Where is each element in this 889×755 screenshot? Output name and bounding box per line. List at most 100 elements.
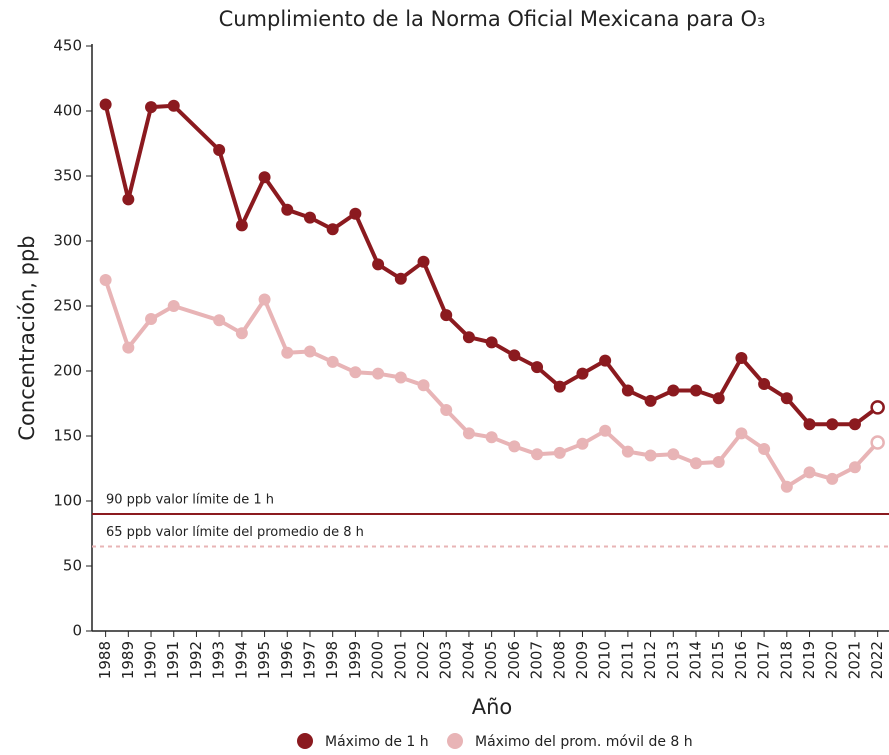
data-point (803, 466, 816, 479)
data-point (599, 424, 612, 437)
x-tick-label: 2010 (596, 641, 614, 679)
data-point (689, 457, 702, 470)
data-point (145, 313, 158, 325)
x-tick-label: 2013 (664, 641, 682, 679)
data-point (485, 431, 498, 444)
data-point (394, 371, 407, 384)
data-point (712, 392, 725, 405)
data-point (758, 378, 771, 390)
data-point (531, 448, 544, 461)
x-tick-label: 1993 (210, 641, 228, 679)
data-point (667, 384, 680, 397)
data-point (326, 355, 339, 368)
x-tick-label: 1990 (142, 641, 160, 679)
data-point (667, 448, 680, 461)
data-point (122, 193, 135, 206)
x-tick-label: 2021 (845, 641, 863, 679)
y-tick-label: 50 (63, 557, 82, 575)
x-tick-label: 2014 (686, 641, 704, 679)
data-point (826, 472, 839, 485)
data-point (848, 418, 861, 431)
x-tick-label: 2007 (528, 641, 546, 679)
x-tick-label: 1988 (96, 641, 114, 679)
legend-marker (297, 733, 313, 749)
x-tick-label: 2015 (709, 641, 727, 679)
data-point (576, 367, 589, 380)
x-axis-label: Año (472, 695, 513, 719)
series-line (103, 103, 879, 427)
x-tick-label: 2003 (437, 641, 455, 679)
data-point (870, 400, 885, 415)
data-point (780, 392, 793, 405)
y-tick-label: 450 (53, 37, 82, 55)
data-point (621, 384, 634, 397)
x-tick-label: 1996 (278, 641, 296, 679)
x-tick-label: 2011 (618, 641, 636, 679)
y-tick-label: 400 (53, 102, 82, 120)
data-point (326, 223, 339, 236)
x-tick-label: 1999 (346, 641, 364, 679)
data-point (349, 207, 362, 220)
data-point (826, 418, 839, 431)
data-point (417, 255, 430, 268)
data-point (576, 437, 589, 450)
y-tick-label: 150 (53, 427, 82, 445)
y-tick-label: 0 (72, 622, 82, 640)
data-point (735, 427, 748, 440)
data-point (258, 171, 271, 184)
data-point (644, 449, 657, 462)
data-point (621, 445, 634, 458)
data-point (599, 354, 612, 367)
x-tick-label: 2008 (550, 641, 568, 679)
data-point (372, 367, 385, 380)
x-tick-label: 1995 (255, 641, 273, 679)
data-point (553, 380, 566, 393)
legend-label: Máximo de 1 h (325, 734, 429, 750)
data-point (99, 98, 112, 111)
data-point (281, 203, 294, 216)
data-point (462, 427, 475, 440)
data-point (531, 361, 544, 374)
data-point (303, 345, 316, 358)
data-point (508, 440, 521, 453)
y-tick-label: 250 (53, 297, 82, 315)
data-point (462, 331, 475, 344)
data-point (644, 394, 657, 407)
y-tick-label: 350 (53, 167, 82, 185)
data-point (99, 274, 112, 286)
x-tick-label: 2022 (868, 641, 886, 679)
data-point (689, 384, 702, 397)
data-point (780, 480, 793, 493)
y-axis-label: Concentración, ppb (15, 235, 39, 440)
x-tick-label: 2020 (823, 641, 841, 679)
x-tick-label: 1991 (164, 641, 182, 679)
x-tick-label: 2006 (505, 641, 523, 679)
x-tick-label: 2004 (459, 641, 477, 679)
chart-title: Cumplimiento de la Norma Oficial Mexican… (219, 7, 766, 31)
data-point (281, 346, 294, 359)
data-point (167, 99, 180, 112)
x-tick-label: 2002 (414, 641, 432, 679)
series-line (103, 279, 880, 489)
data-point (508, 349, 521, 362)
data-point (122, 341, 135, 354)
data-point (213, 314, 226, 327)
y-tick-label: 100 (53, 492, 82, 510)
data-point (758, 443, 771, 455)
data-point (167, 300, 180, 312)
data-point (870, 435, 885, 450)
x-tick-label: 2005 (482, 641, 500, 679)
x-tick-label: 2001 (391, 641, 409, 679)
reference-label: 65 ppb valor límite del promedio de 8 h (106, 525, 364, 540)
data-point (213, 144, 226, 156)
data-point (235, 219, 248, 232)
data-point (303, 211, 316, 224)
x-tick-label: 1998 (323, 641, 341, 679)
x-tick-label: 2009 (573, 641, 591, 679)
x-tick-label: 2012 (641, 641, 659, 679)
data-point (485, 336, 498, 349)
x-tick-label: 1992 (187, 641, 205, 679)
y-tick-label: 300 (53, 232, 82, 250)
data-point (712, 456, 725, 468)
